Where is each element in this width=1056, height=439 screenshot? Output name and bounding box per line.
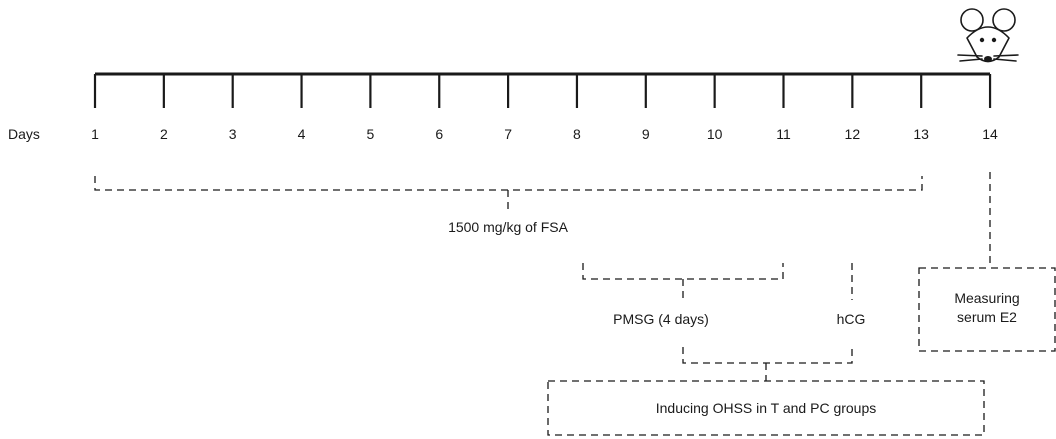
ohss-box [547, 380, 985, 436]
mouse-icon [957, 8, 1019, 63]
day-label: 9 [641, 126, 650, 142]
pmsg-label: PMSG (4 days) [613, 311, 709, 327]
day-label: 7 [504, 126, 512, 142]
measure-box [918, 267, 1056, 352]
fsa-bracket [94, 176, 923, 210]
day-label: 3 [228, 126, 237, 142]
day-label: 13 [913, 126, 929, 142]
pmsg-bracket [582, 263, 784, 303]
day-label: 14 [982, 126, 998, 142]
fsa-label: 1500 mg/kg of FSA [448, 219, 568, 235]
day-label: 12 [844, 126, 861, 142]
days-axis-label: Days [8, 126, 40, 142]
ohss-label: Inducing OHSS in T and PC groups [655, 400, 877, 416]
measure-label-line2: serum E2 [957, 309, 1017, 325]
day-label: 4 [297, 126, 306, 142]
day-label: 1 [91, 126, 99, 142]
day-label: 5 [366, 126, 375, 142]
day-label: 8 [573, 126, 581, 142]
combine-bracket [682, 347, 853, 381]
day-label: 6 [435, 126, 444, 142]
hcg-label: hCG [836, 311, 866, 327]
measure-label-line1: Measuring [954, 290, 1020, 306]
day-label: 11 [776, 126, 791, 142]
day-label: 10 [706, 126, 723, 142]
day-ticks [93, 74, 992, 108]
day-label: 2 [159, 126, 168, 142]
